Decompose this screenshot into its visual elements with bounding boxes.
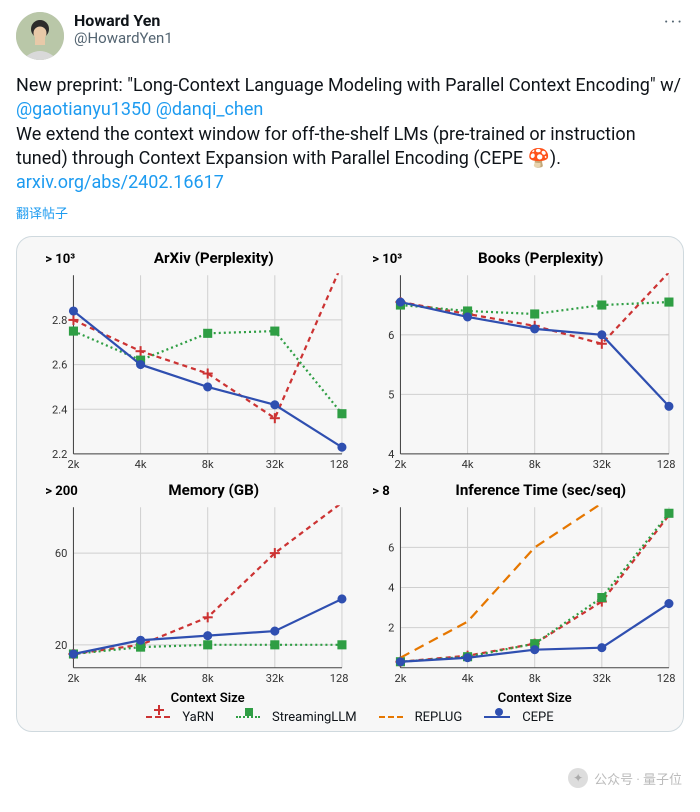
chart-books: 4 5 6 2k 4k 8k 32k 128k > 10³ Books (Perplexity) xyxy=(352,247,675,474)
svg-text:2.8: 2.8 xyxy=(52,314,67,327)
svg-text:4: 4 xyxy=(388,448,394,461)
svg-text:> 200: > 200 xyxy=(45,484,78,499)
user-handle[interactable]: @HowardYen1 xyxy=(74,30,173,47)
svg-text:6: 6 xyxy=(388,541,394,554)
svg-text:60: 60 xyxy=(55,547,67,560)
legend-item-streamingllm: StreamingLLM xyxy=(236,710,357,725)
svg-text:4k: 4k xyxy=(462,671,474,684)
svg-text:8k: 8k xyxy=(202,459,214,472)
translate-link[interactable]: 翻译帖子 xyxy=(16,203,68,222)
svg-text:Inference Time (sec/seq): Inference Time (sec/seq) xyxy=(455,481,626,499)
svg-text:Context Size: Context Size xyxy=(498,691,572,706)
chart-memory: 20 60 2k 4k 8k 32k 128k Context Size > 200 Memory… xyxy=(25,479,348,706)
svg-text:4k: 4k xyxy=(135,671,147,684)
svg-text:> 8: > 8 xyxy=(372,484,390,499)
svg-text:4k: 4k xyxy=(135,459,147,472)
body-line1: New preprint: "Long-Context Language Mod… xyxy=(16,75,686,96)
svg-text:6: 6 xyxy=(388,329,394,342)
svg-text:4: 4 xyxy=(388,581,394,594)
svg-text:128k: 128k xyxy=(330,459,348,472)
mention-danqi[interactable]: @danqi_chen xyxy=(156,99,264,120)
svg-text:32k: 32k xyxy=(266,671,284,684)
chart-legend: YaRN StreamingLLM REPLUG CEPE xyxy=(25,710,675,725)
svg-text:8k: 8k xyxy=(529,671,541,684)
more-icon[interactable]: ··· xyxy=(664,14,684,32)
svg-text:> 10³: > 10³ xyxy=(372,253,402,268)
svg-text:2.4: 2.4 xyxy=(52,404,67,417)
svg-text:Books (Perplexity): Books (Perplexity) xyxy=(478,250,603,268)
chart-card: 2.2 2.4 2.6 2.8 2k 4k 8k 32k 128k > 10³ ArXiv (Per… xyxy=(16,236,684,731)
svg-text:128k: 128k xyxy=(657,459,675,472)
avatar[interactable] xyxy=(16,12,64,60)
legend-item-replug: REPLUG xyxy=(379,710,463,725)
chart-arxiv: 2.2 2.4 2.6 2.8 2k 4k 8k 32k 128k > 10³ ArXiv (Per… xyxy=(25,247,348,474)
svg-text:2.2: 2.2 xyxy=(52,448,67,461)
svg-text:8k: 8k xyxy=(529,459,541,472)
svg-text:4k: 4k xyxy=(462,459,474,472)
svg-text:32k: 32k xyxy=(593,459,611,472)
legend-item-yarn: YaRN xyxy=(146,710,214,725)
display-name[interactable]: Howard Yen xyxy=(74,12,173,30)
svg-text:> 10³: > 10³ xyxy=(45,253,75,268)
svg-text:2.6: 2.6 xyxy=(52,359,67,372)
svg-text:Context Size: Context Size xyxy=(171,691,245,706)
svg-text:128k: 128k xyxy=(330,671,348,684)
svg-text:2k: 2k xyxy=(395,671,407,684)
tweet-body: New preprint: "Long-Context Language Mod… xyxy=(16,74,684,195)
svg-text:2k: 2k xyxy=(68,671,80,684)
svg-text:ArXiv (Perplexity): ArXiv (Perplexity) xyxy=(154,250,274,268)
body-line2: We extend the context window for off-the… xyxy=(16,124,640,169)
arxiv-link[interactable]: arxiv.org/abs/2402.16617 xyxy=(16,172,224,193)
svg-text:2: 2 xyxy=(388,621,394,634)
svg-text:5: 5 xyxy=(388,389,394,402)
svg-text:2k: 2k xyxy=(395,459,407,472)
chart-time: 2 4 6 2k 4k 8k 32k 128k Context Size > 8 Inference… xyxy=(352,479,675,706)
svg-text:2k: 2k xyxy=(68,459,80,472)
svg-text:8k: 8k xyxy=(202,671,214,684)
source-watermark: ✦ 公众号 · 量子位 xyxy=(568,768,682,788)
svg-text:Memory (GB): Memory (GB) xyxy=(168,481,259,499)
svg-text:128k: 128k xyxy=(657,671,675,684)
wechat-icon: ✦ xyxy=(568,768,588,788)
mention-gaotianyu[interactable]: @gaotianyu1350 xyxy=(16,99,151,120)
svg-text:32k: 32k xyxy=(266,459,284,472)
svg-text:20: 20 xyxy=(55,638,67,651)
svg-text:32k: 32k xyxy=(593,671,611,684)
legend-item-cepe: CEPE xyxy=(484,710,553,725)
